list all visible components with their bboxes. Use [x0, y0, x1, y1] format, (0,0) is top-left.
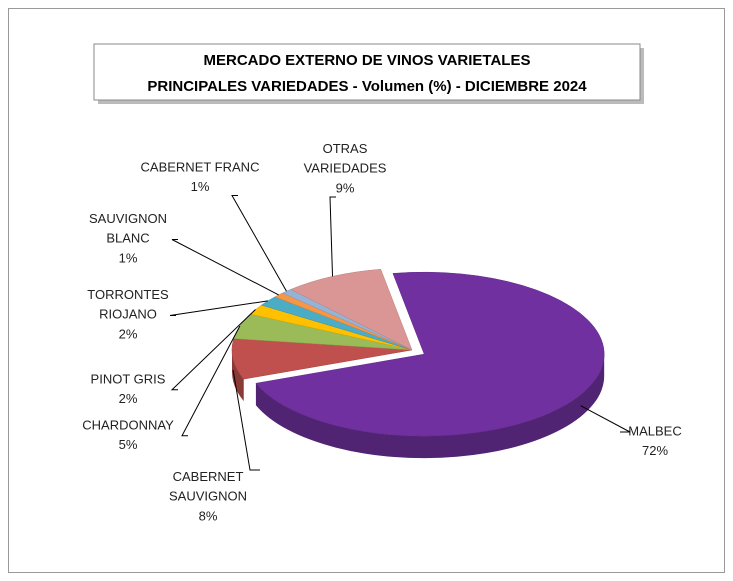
- leader-line: [232, 370, 260, 471]
- data-label-value: 9%: [336, 180, 355, 195]
- data-label-value: 8%: [199, 508, 218, 523]
- leader-line: [169, 300, 268, 316]
- label-line: BLANC: [106, 231, 149, 246]
- label-line: VARIEDADES: [304, 161, 387, 176]
- label-line: SAUVIGNON: [89, 211, 167, 226]
- label-line: CABERNET: [173, 469, 244, 484]
- title-box: [93, 43, 641, 101]
- data-label-value: 2%: [119, 391, 138, 406]
- slice: [231, 338, 413, 380]
- chart-subtitle: PRINCIPALES VARIEDADES - Volumen (%) - D…: [147, 78, 587, 95]
- data-label-name: CABERNET FRANC: [141, 159, 260, 174]
- data-label-name: CABERNET SAUVIGNON: [169, 469, 247, 504]
- leader-line: [231, 195, 287, 292]
- leader-line: [170, 309, 256, 391]
- slice-side: [255, 354, 605, 459]
- slice: [290, 268, 413, 351]
- data-label-value: 1%: [191, 179, 210, 194]
- data-label-name: MALBEC: [628, 423, 681, 438]
- label-line: RIOJANO: [99, 307, 157, 322]
- data-label-value: 72%: [642, 443, 668, 458]
- leader-line: [171, 239, 279, 296]
- data-label-name: PINOT GRIS: [91, 371, 166, 386]
- leader-line: [580, 405, 631, 433]
- data-label-value: 2%: [119, 326, 138, 341]
- chart-title: MERCADO EXTERNO DE VINOS VARIETALES: [204, 52, 531, 69]
- data-label-name: OTRAS VARIEDADES: [304, 141, 387, 176]
- data-label-name: TORRONTES RIOJANO: [87, 287, 169, 322]
- data-label-name: CHARDONNAY: [82, 417, 174, 432]
- data-label-value: 1%: [119, 250, 138, 265]
- label-line: OTRAS: [323, 141, 368, 156]
- leader-line: [181, 325, 241, 437]
- data-label-value: 5%: [119, 437, 138, 452]
- leader-line: [329, 196, 336, 277]
- label-line: SAUVIGNON: [169, 489, 247, 504]
- slice-side: [232, 350, 244, 402]
- slice: [255, 271, 605, 437]
- label-line: TORRONTES: [87, 287, 169, 302]
- data-label-name: SAUVIGNON BLANC: [89, 211, 167, 246]
